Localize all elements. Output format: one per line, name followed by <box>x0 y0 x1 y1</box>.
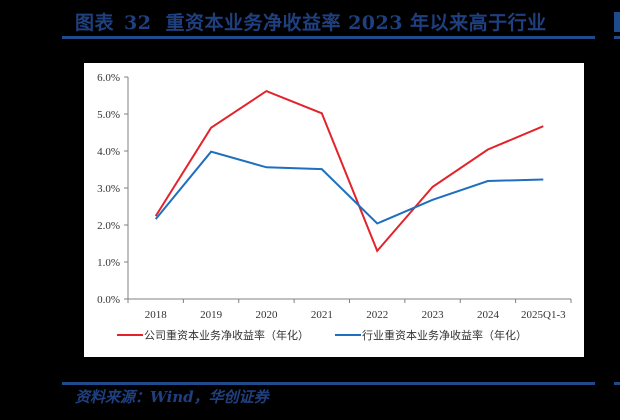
figure-title-text: 重资本业务净收益率 2023 年以来高于行业 <box>165 12 547 34</box>
y-tick-label: 1.0% <box>97 257 120 269</box>
x-tick-label: 2025Q1-3 <box>521 309 566 321</box>
series-company-line <box>154 89 544 253</box>
y-tick-label: 5.0% <box>97 109 120 121</box>
y-tick-label: 0.0% <box>97 294 120 306</box>
legend-label-company: 公司重资本业务净收益率（年化） <box>144 328 309 342</box>
x-tick-label: 2024 <box>477 309 500 321</box>
line-chart: 0.0% 1.0% 2.0% 3.0% 4.0% 5.0% 6.0% 2018 2019 2020… <box>97 72 572 342</box>
y-tick-label: 3.0% <box>97 183 120 195</box>
adjacent-column-rule-fragment <box>614 36 620 39</box>
figure-label: 图表 <box>75 12 115 34</box>
y-tick-label: 2.0% <box>97 220 120 232</box>
x-tick-label: 2018 <box>145 309 168 321</box>
series-industry-line <box>154 150 544 225</box>
chart-panel: 0.0% 1.0% 2.0% 3.0% 4.0% 5.0% 6.0% 2018 2019 2020… <box>84 63 584 357</box>
source-rule <box>62 382 595 385</box>
source-note: 资料来源：Wind，华创证券 <box>75 388 269 406</box>
x-tick-label: 2023 <box>422 309 445 321</box>
figure-title: 图表 32 重资本业务净收益率 2023 年以来高于行业 <box>75 8 547 35</box>
adjacent-column-title-fragment <box>614 12 620 32</box>
x-tick-label: 2020 <box>255 309 278 321</box>
x-tick-label: 2022 <box>366 309 388 321</box>
figure-number: 32 <box>124 12 152 34</box>
x-tick-label: 2021 <box>311 309 333 321</box>
title-rule <box>62 36 595 39</box>
legend-label-industry: 行业重资本业务净收益率（年化） <box>362 328 527 342</box>
x-tick-label: 2019 <box>200 309 223 321</box>
y-tick-label: 4.0% <box>97 146 120 158</box>
adjacent-column-source-rule-fragment <box>614 382 620 385</box>
y-tick-label: 6.0% <box>97 72 120 84</box>
